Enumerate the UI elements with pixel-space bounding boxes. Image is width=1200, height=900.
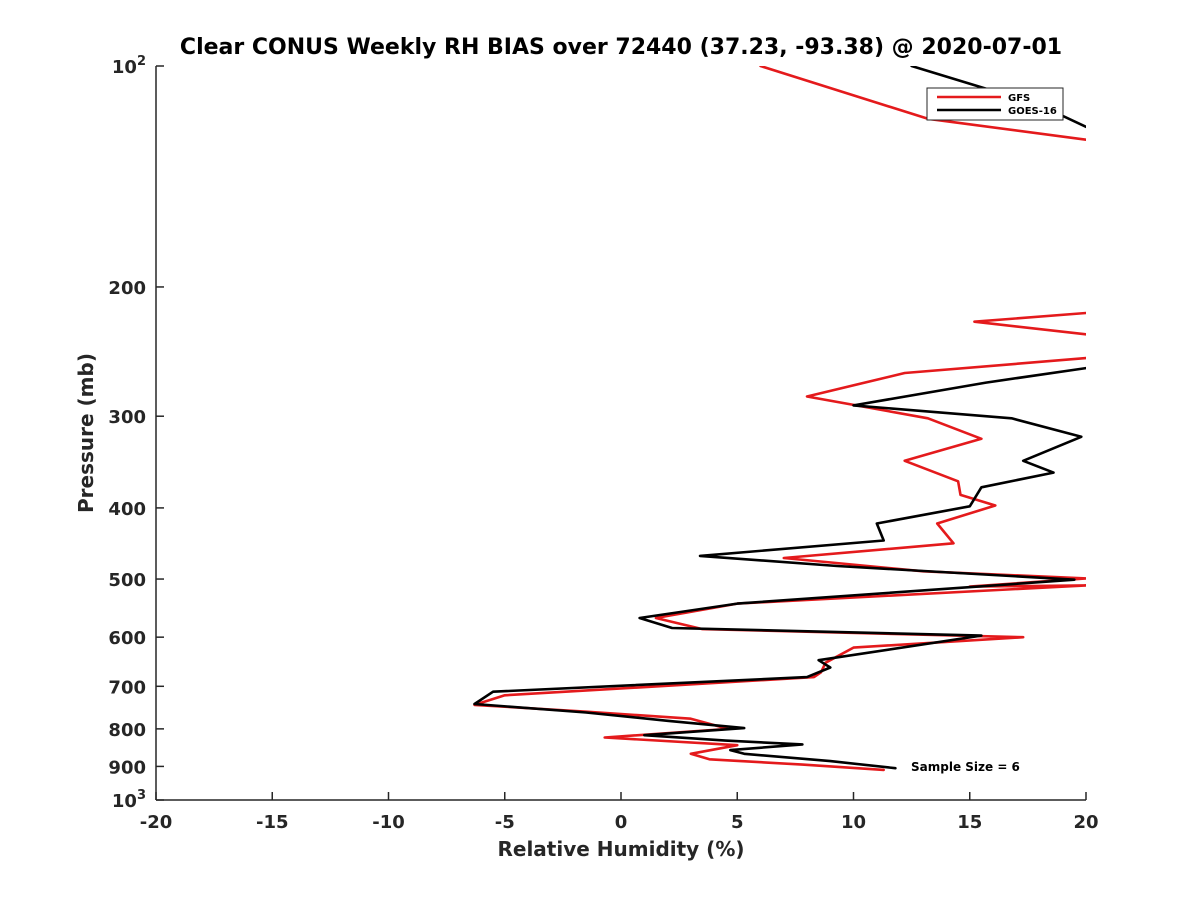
legend-box <box>926 87 1064 121</box>
chart-title: Clear CONUS Weekly RH BIAS over 72440 (3… <box>180 35 1062 60</box>
y-tick-label: 700 <box>108 677 146 698</box>
y-tick-label: 500 <box>108 570 146 591</box>
x-tick-label: -10 <box>372 812 405 833</box>
y-axis-label: Pressure (mb) <box>74 353 98 513</box>
y-tick-label: 400 <box>108 499 146 520</box>
y-axis-ticks: 102 200 300 400 500 600 700 800 900 103 <box>108 54 164 812</box>
y-tick-label: 800 <box>108 720 146 741</box>
y-tick-label: 200 <box>108 278 146 299</box>
x-tick-label: -5 <box>495 812 515 833</box>
x-tick-label: 0 <box>615 812 628 833</box>
series-layer <box>473 66 1086 772</box>
legend-label-gfs: GFS <box>1008 93 1030 104</box>
y-tick-label: 600 <box>108 628 146 649</box>
x-tick-label: -20 <box>140 812 173 833</box>
legend: GFS GOES-16 <box>926 87 1064 121</box>
legend-label-goes16: GOES-16 <box>1008 106 1057 117</box>
x-tick-label: 20 <box>1073 812 1098 833</box>
y-tick-label: 900 <box>108 757 146 778</box>
plot-area: -20 -15 -10 -5 0 5 10 15 20 102 200 300 400 500 600 70… <box>108 54 1098 833</box>
series-line-goes16 <box>473 66 1086 770</box>
x-tick-label: 10 <box>841 812 866 833</box>
y-tick-label: 103 <box>112 788 146 812</box>
y-tick-label: 102 <box>112 54 146 78</box>
x-tick-label: 15 <box>957 812 982 833</box>
sample-size-annotation: Sample Size = 6 <box>911 760 1020 774</box>
x-axis-ticks: -20 -15 -10 -5 0 5 10 15 20 <box>140 792 1099 833</box>
x-tick-label: 5 <box>731 812 744 833</box>
y-tick-label: 300 <box>108 407 146 428</box>
x-tick-label: -15 <box>256 812 289 833</box>
x-axis-label: Relative Humidity (%) <box>497 837 744 861</box>
